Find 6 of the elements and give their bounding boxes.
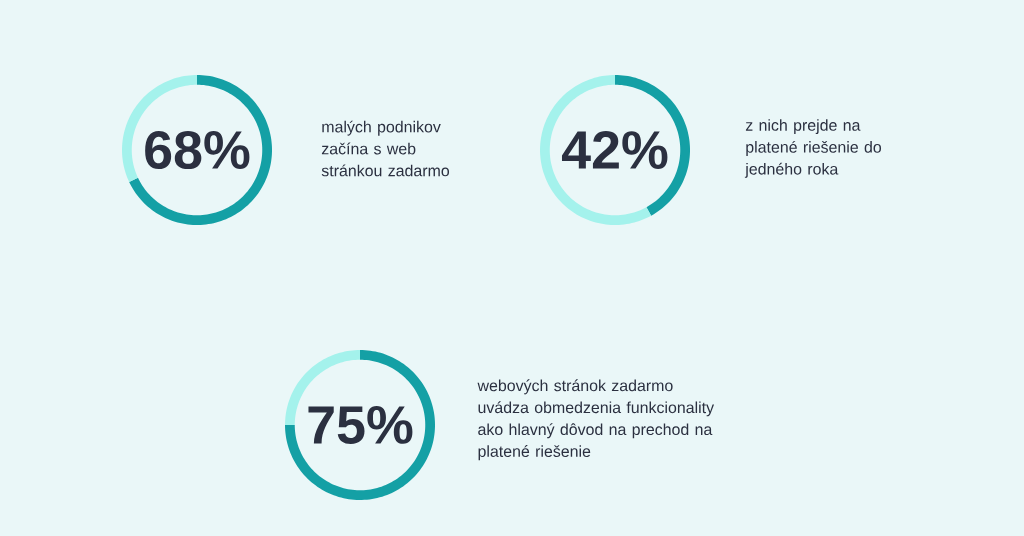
- text: 42%: [561, 131, 668, 169]
- text: 68%: [145, 130, 250, 170]
- text: webových stránok zadarmo uvádza obmedzenia funkcionality ako hlavný dôvod na prechod na platené riešenie: [477, 379, 715, 461]
- text: malých podnikov začína s web stránkou zadarmo: [321, 120, 450, 177]
- text: 75%: [308, 406, 413, 444]
- text: z nich prejde na platené riešenie do jedného roka: [744, 119, 882, 178]
